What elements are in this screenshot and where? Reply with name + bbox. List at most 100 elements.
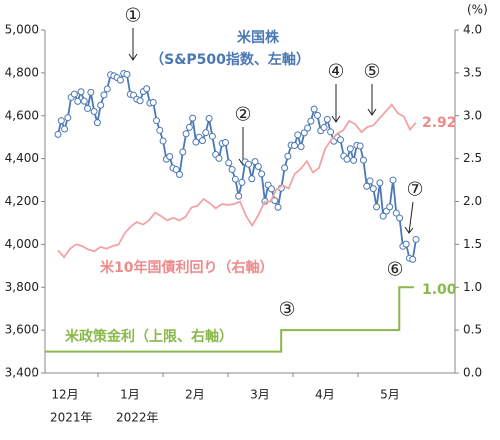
end-label: 2.92: [422, 115, 457, 131]
data-point: [182, 130, 190, 138]
x-tick-label: 3月: [250, 388, 270, 402]
data-point: [57, 117, 65, 125]
data-point: [307, 117, 315, 125]
data-point: [149, 98, 157, 106]
y2-tick-label: 1.5: [463, 237, 482, 251]
data-point: [116, 76, 124, 84]
data-point: [84, 104, 92, 112]
annotation: ⑦: [406, 179, 423, 201]
series-line: [45, 286, 414, 353]
data-point: [300, 129, 308, 137]
end-label: 1.00: [422, 282, 457, 298]
legend-label: 米政策金利（上限、右軸）: [65, 328, 233, 345]
series-line: [57, 72, 417, 261]
y-tick-label: 4,600: [5, 108, 39, 122]
data-point: [153, 117, 161, 125]
data-point: [396, 214, 404, 222]
arrow: [404, 201, 414, 234]
data-point: [320, 124, 328, 132]
data-point: [251, 158, 259, 166]
y-tick-label: 3,400: [5, 366, 39, 380]
data-point: [159, 137, 167, 145]
data-point: [189, 114, 197, 122]
y2-tick-label: 3.0: [463, 108, 482, 122]
arrow: [367, 84, 377, 116]
data-point: [336, 136, 344, 144]
data-point: [208, 132, 216, 140]
data-point: [323, 115, 331, 123]
y2-tick-label: 2.0: [463, 194, 482, 208]
data-point: [392, 209, 400, 217]
year-label: 2022年: [116, 411, 159, 425]
arrow: [128, 28, 138, 61]
x-tick-label: 5月: [380, 388, 400, 402]
data-point: [369, 185, 377, 193]
data-point: [199, 137, 207, 145]
data-point: [77, 88, 85, 96]
data-point: [215, 154, 223, 162]
series-title: 米国株: [237, 29, 280, 46]
y2-tick-label: 2.5: [463, 151, 482, 165]
y-tick-label: 4,200: [5, 194, 39, 208]
data-point: [172, 166, 180, 174]
series-line: [57, 103, 417, 259]
data-point: [225, 159, 233, 167]
data-point: [274, 203, 282, 211]
y-tick-label: 4,000: [5, 237, 39, 251]
data-point: [185, 123, 193, 131]
data-point: [248, 175, 256, 183]
data-point: [156, 126, 164, 134]
data-point: [176, 170, 184, 178]
data-point: [205, 115, 213, 123]
year-label: 2021年: [50, 411, 93, 425]
data-point: [313, 111, 321, 119]
data-point: [192, 138, 200, 146]
data-point: [123, 70, 131, 78]
arrow: [331, 84, 341, 123]
data-point: [376, 179, 384, 187]
data-point: [136, 97, 144, 105]
data-point: [166, 152, 174, 160]
data-point: [350, 156, 358, 164]
data-point: [327, 128, 335, 136]
data-point: [143, 85, 151, 93]
data-point: [74, 97, 82, 105]
data-point: [304, 124, 312, 132]
data-point: [267, 185, 275, 193]
legend-label: 米10年国債利回り（右軸）: [100, 259, 273, 276]
data-point: [412, 235, 420, 243]
data-point: [202, 129, 210, 137]
data-point: [258, 170, 266, 178]
annotation: ①: [124, 5, 141, 27]
annotation: ②: [234, 104, 251, 126]
data-point: [231, 175, 239, 183]
data-point: [244, 160, 252, 168]
data-point: [363, 182, 371, 190]
x-tick-label: 12月: [51, 388, 78, 402]
x-tick-label: 1月: [120, 388, 140, 402]
data-point: [87, 88, 95, 96]
annotation: ⑥: [386, 259, 403, 281]
data-point: [254, 163, 262, 171]
data-point: [284, 152, 292, 160]
data-point: [179, 148, 187, 156]
data-point: [70, 90, 78, 98]
data-point: [297, 143, 305, 151]
data-point: [222, 139, 230, 147]
data-point: [343, 155, 351, 163]
data-point: [310, 105, 318, 113]
data-point: [356, 142, 364, 150]
y2-unit: (%): [467, 3, 488, 17]
data-point: [228, 166, 236, 174]
annotation: ④: [327, 61, 344, 83]
y-tick-label: 3,600: [5, 323, 39, 337]
data-point: [100, 91, 108, 99]
data-point: [235, 192, 243, 200]
y-tick-label: 5,000: [5, 23, 39, 37]
data-point: [366, 177, 374, 185]
data-point: [373, 203, 381, 211]
data-point: [290, 142, 298, 150]
data-point: [93, 119, 101, 127]
data-point: [90, 107, 98, 115]
x-tick-label: 2月: [185, 388, 205, 402]
